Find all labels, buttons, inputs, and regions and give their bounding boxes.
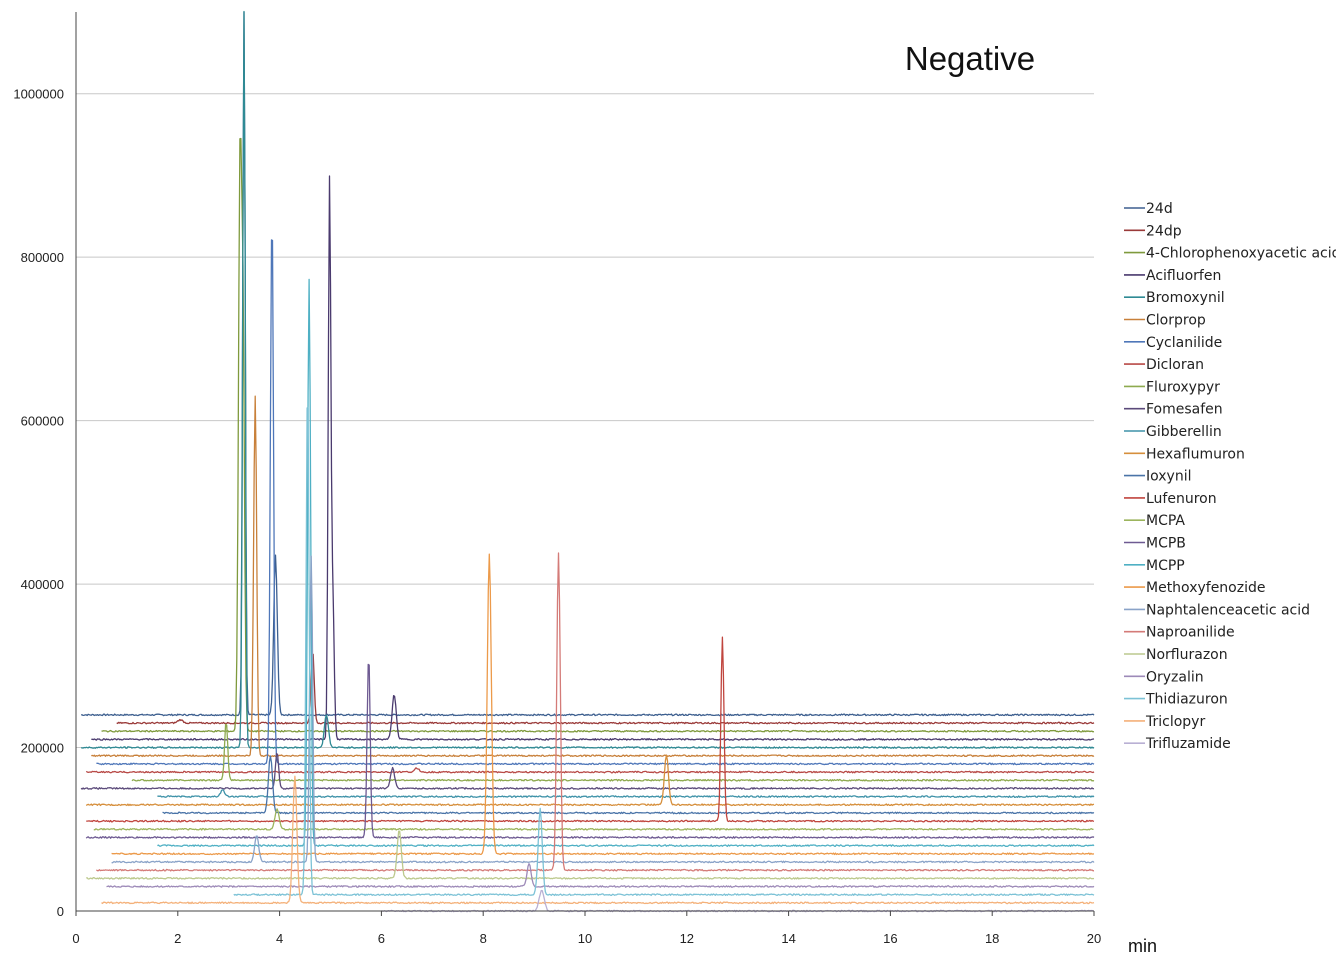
legend-label: Gibberellin bbox=[1146, 424, 1222, 440]
series-line-gibberellin bbox=[157, 789, 1095, 798]
legend-label: Naproanilide bbox=[1146, 625, 1235, 641]
legend-label: Thidiazuron bbox=[1145, 692, 1228, 708]
y-tick-label: 200000 bbox=[21, 741, 64, 756]
x-axis-ticks: 0 2 4 6 8 10 12 14 16 18 20 bbox=[72, 911, 1101, 946]
series-line-hexaflumuron bbox=[85, 754, 1095, 807]
legend-label: Trifluzamide bbox=[1145, 736, 1231, 752]
x-tick-label: 20 bbox=[1087, 931, 1101, 946]
series-line-ioxynil bbox=[162, 755, 1095, 815]
legend-label: MCPA bbox=[1146, 513, 1185, 529]
series-line-mcpp bbox=[157, 278, 1095, 848]
grid-lines bbox=[76, 93, 1094, 749]
y-tick-label: 0 bbox=[57, 904, 64, 919]
series-line-naproanilide bbox=[95, 552, 1095, 872]
x-tick-label: 4 bbox=[276, 931, 283, 946]
legend-label: Oryzalin bbox=[1146, 669, 1204, 685]
y-tick-label: 400000 bbox=[21, 577, 64, 592]
legend-label: Dicloran bbox=[1146, 357, 1204, 373]
legend-label: Methoxyfenozide bbox=[1146, 580, 1265, 596]
x-tick-label: 8 bbox=[480, 931, 487, 946]
y-tick-label: 600000 bbox=[21, 414, 64, 429]
legend-label: Clorprop bbox=[1146, 313, 1206, 329]
series-layer bbox=[80, 10, 1095, 913]
x-tick-label: 14 bbox=[781, 931, 795, 946]
x-tick-label: 16 bbox=[883, 931, 897, 946]
x-tick-label: 18 bbox=[985, 931, 999, 946]
series-line-mcpa bbox=[93, 808, 1094, 831]
series-line-naphtalenceacetic-acid bbox=[111, 555, 1095, 864]
x-tick-label: 2 bbox=[174, 931, 181, 946]
legend: 24d 24dp 4-Chlorophenoxyacetic acid Acifluo… bbox=[1124, 201, 1336, 752]
x-tick-label: 12 bbox=[680, 931, 694, 946]
series-line-fluroxypyr bbox=[131, 723, 1095, 782]
legend-label: Norflurazon bbox=[1146, 647, 1228, 663]
legend-label: Ioxynil bbox=[1146, 469, 1192, 485]
legend-label: Cyclanilide bbox=[1146, 335, 1222, 351]
series-line-methoxyfenozide bbox=[111, 553, 1095, 856]
series-line-4-chlorophenoxyacetic-acid bbox=[101, 137, 1095, 733]
series-line-acifluorfen bbox=[91, 175, 1095, 741]
legend-label: Naphtalenceacetic acid bbox=[1146, 602, 1310, 618]
y-tick-label: 800000 bbox=[21, 250, 64, 265]
series-line-mcpb bbox=[85, 663, 1095, 839]
series-line-fomesafen bbox=[80, 753, 1095, 790]
series-line-oryzalin bbox=[106, 863, 1095, 888]
series-line-thidiazuron bbox=[233, 406, 1095, 897]
series-line-24d bbox=[81, 11, 1095, 717]
legend-label: Bromoxynil bbox=[1146, 290, 1225, 306]
series-line-lufenuron bbox=[86, 636, 1095, 823]
legend-label: MCPB bbox=[1146, 536, 1186, 552]
legend-label: Fomesafen bbox=[1146, 402, 1223, 418]
chart-title: Negative bbox=[905, 40, 1035, 77]
y-axis-ticks: 0 200000 400000 600000 800000 1000000 bbox=[13, 87, 64, 919]
series-line-bromoxynil bbox=[80, 10, 1095, 749]
legend-label: Triclopyr bbox=[1145, 714, 1205, 730]
legend-label: 24d bbox=[1146, 201, 1173, 217]
x-tick-label: 10 bbox=[578, 931, 592, 946]
legend-label: Hexaflumuron bbox=[1146, 446, 1245, 462]
legend-label: 24dp bbox=[1146, 223, 1182, 239]
series-line-24dp bbox=[116, 653, 1095, 725]
legend-label: MCPP bbox=[1146, 558, 1185, 574]
x-tick-label: 6 bbox=[378, 931, 385, 946]
x-axis-label: min bbox=[1128, 936, 1157, 955]
series-line-clorprop bbox=[91, 395, 1095, 758]
series-line-norflurazon bbox=[86, 830, 1095, 880]
series-line-cyclanilide bbox=[96, 239, 1095, 766]
legend-label: Lufenuron bbox=[1146, 491, 1217, 507]
series-line-dicloran bbox=[85, 767, 1095, 774]
legend-label: Acifluorfen bbox=[1146, 268, 1221, 284]
legend-label: 4-Chlorophenoxyacetic acid bbox=[1146, 246, 1336, 262]
legend-label: Fluroxypyr bbox=[1146, 379, 1220, 395]
series-line-triclopyr bbox=[101, 775, 1095, 905]
y-tick-label: 1000000 bbox=[13, 87, 64, 102]
x-tick-label: 0 bbox=[72, 931, 79, 946]
